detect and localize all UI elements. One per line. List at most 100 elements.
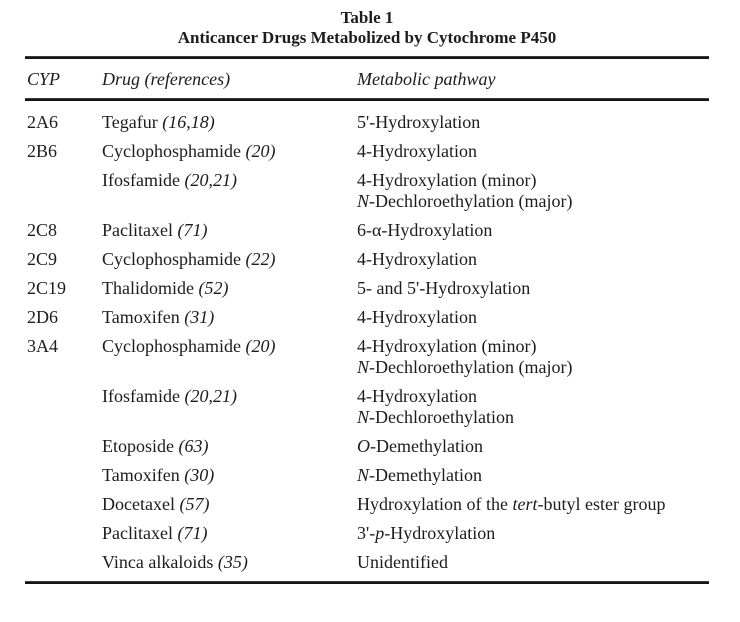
pathway-cell: Hydroxylation of the tert-butyl ester gr… [357, 494, 709, 515]
pathway-cell: 4-Hydroxylation [357, 307, 709, 328]
pathway-cell: 4-Hydroxylation N-Dechloroethylation [357, 386, 709, 428]
pathway-line: 4-Hydroxylation [357, 386, 477, 406]
table-body: 2A6 Tegafur (16,18) 5'-Hydroxylation 2B6 Cyc… [25, 101, 709, 573]
table-row: 3A4 Cyclophosphamide (20) 4-Hydroxylation … [27, 336, 709, 378]
table-subtitle: Anticancer Drugs Metabolized by Cytochro… [177, 28, 557, 47]
drug-reference: (22) [245, 249, 276, 269]
drug-cell: Paclitaxel (71) [102, 523, 357, 544]
drug-cell: Ifosfamide (20,21) [102, 386, 357, 407]
drug-reference: (30) [184, 465, 215, 485]
drug-cell: Paclitaxel (71) [102, 220, 357, 241]
cyp-cell: 2C19 [27, 278, 67, 298]
pathway-cell: 6-α-Hydroxylation [357, 220, 709, 241]
pathway-cell: 4-Hydroxylation [357, 141, 709, 162]
pathway-line: 4-Hydroxylation [357, 307, 477, 327]
drug-reference: (20,21) [184, 386, 237, 406]
drug-reference: (52) [198, 278, 229, 298]
drug-reference: (16,18) [162, 112, 215, 132]
pathway-line: 4-Hydroxylation (minor) [357, 170, 537, 190]
table-row: 2C19 Thalidomide (52) 5- and 5'-Hydroxylat… [27, 278, 709, 299]
pathway-line: N-Dechloroethylation [357, 407, 514, 427]
table-row: Docetaxel (57) Hydroxylation of the tert-… [27, 494, 709, 515]
table-row: Tamoxifen (30) N-Demethylation [27, 465, 709, 486]
pathway-line: N-Demethylation [357, 465, 482, 485]
drug-name: Vinca alkaloids [102, 552, 218, 572]
table-row: 2A6 Tegafur (16,18) 5'-Hydroxylation [27, 112, 709, 133]
cyp-cell: 2C9 [27, 249, 58, 269]
pathway-line: O-Demethylation [357, 436, 483, 456]
table-caption: Table 1 Anticancer Drugs Metabolized by … [25, 8, 709, 48]
table-row: Vinca alkaloids (35) Unidentified [27, 552, 709, 573]
drug-reference: (20) [245, 141, 276, 161]
pathway-cell: 4-Hydroxylation [357, 249, 709, 270]
drug-name: Ifosfamide [102, 170, 185, 190]
drug-name: Tamoxifen [102, 307, 185, 327]
drug-cell: Etoposide (63) [102, 436, 357, 457]
drug-name: Thalidomide [102, 278, 199, 298]
drug-cell: Tamoxifen (31) [102, 307, 357, 328]
drug-cell: Ifosfamide (20,21) [102, 170, 357, 191]
pathway-line: Unidentified [357, 552, 448, 572]
drug-name: Etoposide [102, 436, 179, 456]
table-row: 2C9 Cyclophosphamide (22) 4-Hydroxylation [27, 249, 709, 270]
table-row: 2D6 Tamoxifen (31) 4-Hydroxylation [27, 307, 709, 328]
table-1: Table 1 Anticancer Drugs Metabolized by … [25, 8, 709, 584]
pathway-line: Hydroxylation of the tert-butyl ester gr… [357, 494, 666, 514]
pathway-line: 5- and 5'-Hydroxylation [357, 278, 531, 298]
pathway-line: 4-Hydroxylation [357, 249, 477, 269]
pathway-cell: 4-Hydroxylation (minor) N-Dechloroethylat… [357, 170, 709, 212]
drug-reference: (35) [217, 552, 248, 572]
pathway-cell: 3'-p-Hydroxylation [357, 523, 709, 544]
table-row: Ifosfamide (20,21) 4-Hydroxylation (minor… [27, 170, 709, 212]
table-header-row: CYP Drug (references) Metabolic pathway [25, 59, 709, 98]
column-header-cyp: CYP [27, 69, 61, 89]
drug-cell: Thalidomide (52) [102, 278, 357, 299]
cyp-cell: 3A4 [27, 336, 58, 356]
drug-cell: Docetaxel (57) [102, 494, 357, 515]
pathway-cell: N-Demethylation [357, 465, 709, 486]
cyp-cell: 2B6 [27, 141, 58, 161]
drug-name: Docetaxel [102, 494, 180, 514]
drug-cell: Cyclophosphamide (20) [102, 141, 357, 162]
column-header-pathway: Metabolic pathway [357, 69, 496, 89]
drug-reference: (71) [177, 220, 208, 240]
drug-name: Ifosfamide [102, 386, 185, 406]
drug-cell: Cyclophosphamide (20) [102, 336, 357, 357]
drug-name: Tegafur [102, 112, 163, 132]
pathway-line: 4-Hydroxylation (minor) [357, 336, 537, 356]
table-title: Table 1 [340, 8, 394, 27]
cyp-cell: 2C8 [27, 220, 58, 240]
pathway-cell: 5- and 5'-Hydroxylation [357, 278, 709, 299]
pathway-cell: Unidentified [357, 552, 709, 573]
drug-cell: Tegafur (16,18) [102, 112, 357, 133]
cyp-cell: 2A6 [27, 112, 58, 132]
drug-reference: (20) [245, 336, 276, 356]
table-row: Ifosfamide (20,21) 4-Hydroxylation N-Dechl… [27, 386, 709, 428]
drug-name: Tamoxifen [102, 465, 185, 485]
table-row: Etoposide (63) O-Demethylation [27, 436, 709, 457]
pathway-line: N-Dechloroethylation (major) [357, 191, 573, 211]
pathway-line: 6-α-Hydroxylation [357, 220, 493, 240]
drug-name: Paclitaxel [102, 523, 178, 543]
drug-cell: Tamoxifen (30) [102, 465, 357, 486]
drug-reference: (57) [179, 494, 210, 514]
drug-name: Cyclophosphamide [102, 249, 246, 269]
drug-cell: Cyclophosphamide (22) [102, 249, 357, 270]
drug-name: Paclitaxel [102, 220, 178, 240]
drug-reference: (63) [178, 436, 209, 456]
header-rule [25, 98, 709, 101]
pathway-cell: O-Demethylation [357, 436, 709, 457]
top-rule [25, 56, 709, 59]
pathway-line: 4-Hydroxylation [357, 141, 477, 161]
pathway-line: 5'-Hydroxylation [357, 112, 481, 132]
drug-reference: (31) [184, 307, 215, 327]
drug-reference: (71) [177, 523, 208, 543]
pathway-line: N-Dechloroethylation (major) [357, 357, 573, 377]
table-row: Paclitaxel (71) 3'-p-Hydroxylation [27, 523, 709, 544]
pathway-line: 3'-p-Hydroxylation [357, 523, 496, 543]
table-row: 2B6 Cyclophosphamide (20) 4-Hydroxylation [27, 141, 709, 162]
drug-name: Cyclophosphamide [102, 141, 246, 161]
pathway-cell: 5'-Hydroxylation [357, 112, 709, 133]
cyp-cell: 2D6 [27, 307, 58, 327]
drug-name: Cyclophosphamide [102, 336, 246, 356]
